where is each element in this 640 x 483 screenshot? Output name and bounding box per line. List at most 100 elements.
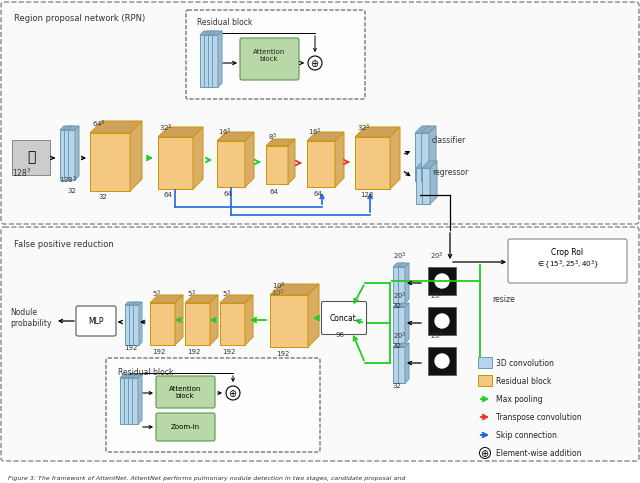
Polygon shape: [130, 121, 142, 191]
Text: Residual block: Residual block: [197, 18, 252, 27]
Polygon shape: [430, 161, 437, 204]
Circle shape: [308, 56, 322, 70]
Polygon shape: [393, 267, 400, 303]
Circle shape: [479, 448, 490, 458]
Polygon shape: [422, 161, 437, 168]
Polygon shape: [138, 374, 142, 424]
Text: 32: 32: [392, 343, 401, 349]
Polygon shape: [120, 374, 130, 378]
Polygon shape: [398, 267, 405, 303]
Text: MLP: MLP: [88, 316, 104, 326]
Text: 64: 64: [223, 191, 232, 197]
Bar: [478, 357, 492, 368]
Text: 192: 192: [276, 351, 289, 357]
Text: 192: 192: [187, 349, 200, 355]
Polygon shape: [128, 378, 134, 424]
Polygon shape: [60, 130, 67, 180]
Circle shape: [435, 314, 449, 328]
Polygon shape: [220, 295, 253, 303]
Polygon shape: [217, 141, 245, 187]
Polygon shape: [200, 31, 210, 35]
Text: Concat.: Concat.: [330, 313, 358, 323]
Text: $\oplus$: $\oplus$: [481, 448, 490, 458]
Polygon shape: [405, 303, 409, 343]
Text: 🫁: 🫁: [27, 150, 35, 164]
FancyBboxPatch shape: [186, 10, 365, 99]
Polygon shape: [90, 121, 142, 133]
Polygon shape: [125, 305, 131, 345]
Polygon shape: [416, 161, 431, 168]
Polygon shape: [355, 137, 390, 189]
Text: $20^3$: $20^3$: [430, 250, 444, 261]
Polygon shape: [64, 130, 71, 180]
FancyBboxPatch shape: [508, 239, 627, 283]
Polygon shape: [429, 126, 436, 181]
Circle shape: [435, 274, 449, 288]
Polygon shape: [212, 35, 218, 87]
Polygon shape: [405, 343, 409, 383]
Text: $10^3$: $10^3$: [271, 287, 285, 298]
Text: $8^3$: $8^3$: [268, 131, 277, 142]
Text: False positive reduction: False positive reduction: [14, 240, 114, 249]
FancyBboxPatch shape: [156, 376, 215, 408]
Text: 192: 192: [222, 349, 236, 355]
Text: 32: 32: [98, 194, 107, 200]
Polygon shape: [398, 343, 409, 347]
Polygon shape: [68, 126, 79, 130]
Text: $5^3$: $5^3$: [222, 288, 231, 299]
Text: classifier: classifier: [432, 136, 467, 145]
Polygon shape: [398, 307, 405, 343]
Text: 128: 128: [360, 192, 373, 198]
Polygon shape: [210, 31, 214, 87]
Polygon shape: [204, 35, 210, 87]
Polygon shape: [185, 295, 218, 303]
Polygon shape: [133, 305, 139, 345]
Text: Attention
block: Attention block: [169, 385, 201, 398]
Polygon shape: [415, 126, 430, 133]
Text: 64: 64: [164, 192, 173, 198]
Polygon shape: [208, 35, 214, 87]
Text: $5^3$: $5^3$: [187, 288, 196, 299]
Polygon shape: [129, 302, 138, 305]
Polygon shape: [398, 347, 405, 383]
Polygon shape: [212, 31, 222, 35]
Polygon shape: [245, 132, 254, 187]
Polygon shape: [307, 141, 335, 187]
Polygon shape: [393, 343, 404, 347]
FancyBboxPatch shape: [76, 306, 116, 336]
Text: $20^3$: $20^3$: [393, 250, 406, 261]
Polygon shape: [131, 302, 134, 345]
Text: $32^3$: $32^3$: [357, 122, 371, 133]
Polygon shape: [217, 132, 254, 141]
Polygon shape: [390, 127, 400, 189]
Polygon shape: [405, 263, 409, 303]
Text: 32: 32: [392, 303, 401, 309]
Text: $5^3$: $5^3$: [152, 288, 161, 299]
FancyBboxPatch shape: [321, 301, 367, 335]
Circle shape: [435, 354, 449, 368]
Text: Crop RoI: Crop RoI: [551, 247, 583, 256]
Polygon shape: [220, 303, 245, 345]
Polygon shape: [129, 305, 135, 345]
Polygon shape: [307, 132, 344, 141]
Text: Residual block: Residual block: [496, 377, 552, 385]
Text: 32: 32: [392, 383, 401, 389]
Polygon shape: [126, 374, 130, 424]
Text: Attention
block: Attention block: [253, 48, 285, 61]
Circle shape: [226, 386, 240, 400]
Text: Figure 3: The framework of AttentNet. AttentNet performs pulmonary nodule detect: Figure 3: The framework of AttentNet. At…: [8, 476, 405, 481]
Polygon shape: [270, 295, 308, 347]
Text: Transpose convolution: Transpose convolution: [496, 412, 582, 422]
Polygon shape: [67, 126, 71, 180]
Polygon shape: [424, 161, 431, 204]
Polygon shape: [124, 378, 130, 424]
Polygon shape: [90, 133, 130, 191]
Polygon shape: [134, 374, 138, 424]
Text: 64: 64: [313, 191, 322, 197]
Text: $128^3$: $128^3$: [59, 174, 77, 185]
Polygon shape: [125, 302, 134, 305]
Text: Region proposal network (RPN): Region proposal network (RPN): [14, 14, 145, 23]
Text: 64: 64: [270, 189, 279, 195]
Polygon shape: [124, 374, 134, 378]
Text: Element-wise addition: Element-wise addition: [496, 449, 582, 457]
